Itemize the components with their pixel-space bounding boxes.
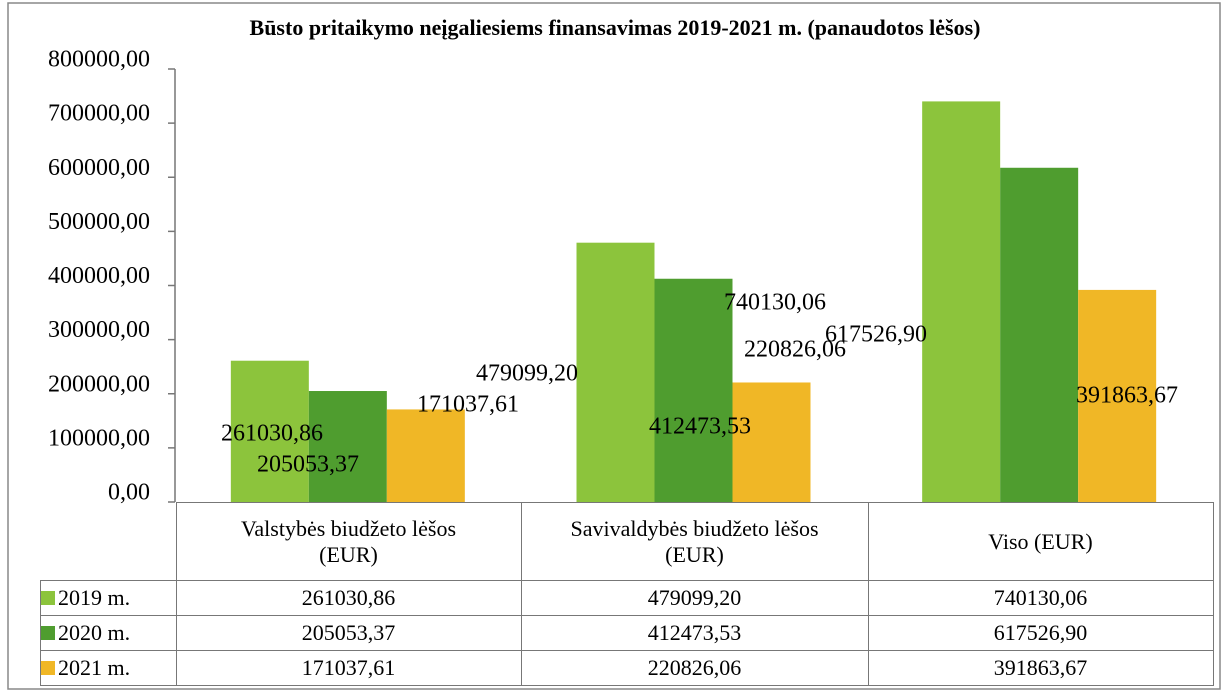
legend-key bbox=[41, 661, 55, 675]
data-label: 261030,86 bbox=[221, 421, 323, 447]
legend-label: 2019 m. bbox=[58, 585, 131, 610]
data-label: 391863,67 bbox=[1076, 383, 1178, 409]
bar bbox=[732, 382, 811, 502]
legend-label: 2021 m. bbox=[58, 655, 131, 680]
bar bbox=[386, 409, 465, 502]
y-tick-label: 400000,00 bbox=[48, 263, 150, 289]
bar bbox=[654, 278, 733, 502]
table-value: 617526,90 bbox=[867, 615, 1214, 651]
bar bbox=[1078, 289, 1157, 502]
table-value: 740130,06 bbox=[867, 580, 1214, 616]
data-label: 740130,06 bbox=[724, 290, 826, 316]
table-row: 2020 m. 205053,37 412473,53 617526,90 bbox=[40, 615, 1214, 651]
bar bbox=[922, 101, 1001, 502]
data-label: 220826,06 bbox=[744, 337, 846, 363]
legend-entry: 2021 m. bbox=[40, 650, 177, 686]
y-tick-label: 0,00 bbox=[108, 480, 150, 506]
legend-key bbox=[41, 591, 55, 605]
data-label: 412473,53 bbox=[649, 414, 751, 440]
table-value: 412473,53 bbox=[520, 615, 869, 651]
x-tick-label: Savivaldybės biudžeto lėšos (EUR) bbox=[520, 502, 869, 581]
table-row: 2021 m. 171037,61 220826,06 391863,67 bbox=[40, 650, 1214, 686]
legend-key bbox=[41, 626, 55, 640]
y-tick-label: 300000,00 bbox=[48, 317, 150, 343]
y-tick-label: 600000,00 bbox=[48, 155, 150, 181]
x-tick-label: Valstybės biudžeto lėšos (EUR) bbox=[175, 502, 522, 581]
chart-frame bbox=[7, 2, 1221, 690]
y-tick-label: 500000,00 bbox=[48, 209, 150, 235]
table-value: 220826,06 bbox=[520, 650, 869, 686]
table-value: 391863,67 bbox=[867, 650, 1214, 686]
legend-entry: 2019 m. bbox=[40, 580, 177, 616]
table-value: 261030,86 bbox=[175, 580, 522, 616]
x-tick-label: Viso (EUR) bbox=[867, 502, 1214, 581]
table-header-row: Valstybės biudžeto lėšos (EUR) Savivaldyb… bbox=[40, 502, 1214, 581]
data-label: 205053,37 bbox=[257, 452, 359, 478]
table-corner bbox=[40, 502, 177, 581]
data-label: 479099,20 bbox=[476, 361, 578, 387]
legend-entry: 2020 m. bbox=[40, 615, 177, 651]
table-row: 2019 m. 261030,86 479099,20 740130,06 bbox=[40, 580, 1214, 616]
y-tick-label: 800000,00 bbox=[48, 47, 150, 73]
data-label: 617526,90 bbox=[825, 322, 927, 348]
data-label: 171037,61 bbox=[417, 392, 519, 418]
bar bbox=[230, 360, 309, 502]
table-value: 171037,61 bbox=[175, 650, 522, 686]
data-table: Valstybės biudžeto lėšos (EUR) Savivaldyb… bbox=[40, 502, 1214, 686]
y-tick-label: 100000,00 bbox=[48, 425, 150, 451]
table-value: 479099,20 bbox=[520, 580, 869, 616]
y-tick-label: 200000,00 bbox=[48, 371, 150, 397]
chart-title: Būsto pritaikymo neįgaliesiems finansavi… bbox=[250, 15, 981, 40]
legend-label: 2020 m. bbox=[58, 620, 131, 645]
bar bbox=[308, 391, 387, 502]
bar bbox=[576, 242, 655, 502]
y-tick-label: 700000,00 bbox=[48, 101, 150, 127]
table-value: 205053,37 bbox=[175, 615, 522, 651]
bar bbox=[1000, 167, 1079, 503]
